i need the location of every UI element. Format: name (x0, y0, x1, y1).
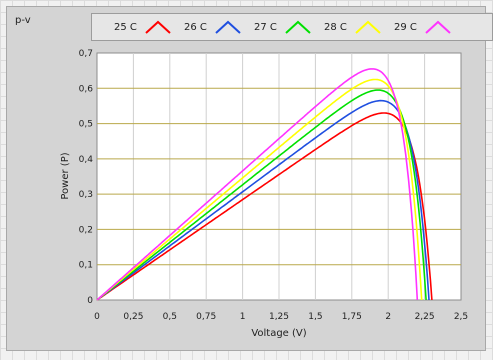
legend-item-28c[interactable]: 28 C (324, 14, 383, 40)
x-tick-label: 2 (385, 312, 391, 322)
graph-name-label: p-v (15, 15, 31, 26)
legend-item-27c[interactable]: 27 C (254, 14, 313, 40)
x-tick-label: 0,25 (123, 312, 143, 322)
grid-vertical (132, 53, 426, 300)
curve-25c (96, 112, 433, 301)
legend-swatch-27c (285, 20, 311, 34)
plot-legend[interactable]: 25 C 26 C 27 C 28 C 29 C (91, 13, 493, 41)
x-tick-labels: 0 0,25 0,5 0,75 1 1,25 1,5 1,75 2 2,25 2,5 (94, 312, 468, 322)
curve-26c (96, 99, 430, 301)
x-tick-label: 1,25 (269, 312, 289, 322)
y-tick-label: 0,4 (79, 155, 94, 165)
legend-label: 28 C (324, 21, 347, 33)
legend-item-29c[interactable]: 29 C (394, 14, 453, 40)
legend-label: 27 C (254, 21, 277, 33)
x-tick-label: 1,5 (308, 312, 322, 322)
curve-29c (96, 68, 419, 301)
x-tick-label: 0,5 (163, 312, 177, 322)
y-tick-label: 0,3 (79, 190, 93, 200)
x-tick-label: 1 (240, 312, 246, 322)
y-tick-label: 0,5 (79, 120, 93, 130)
x-tick-label: 2,5 (454, 312, 468, 322)
grid-horizontal (97, 87, 461, 266)
y-tick-label: 0,1 (79, 261, 93, 271)
legend-item-26c[interactable]: 26 C (184, 14, 243, 40)
y-tick-labels: 0 0,1 0,2 0,3 0,4 0,5 0,6 0,7 (79, 49, 94, 306)
legend-swatch-25c (145, 20, 171, 34)
x-tick-label: 0,75 (196, 312, 216, 322)
x-tick-label: 2,25 (415, 312, 435, 322)
y-tick-label: 0,7 (79, 49, 93, 59)
legend-label: 25 C (114, 21, 137, 33)
y-tick-label: 0 (87, 296, 93, 306)
legend-swatch-28c (355, 20, 381, 34)
x-tick-label: 1,75 (342, 312, 362, 322)
legend-swatch-29c (425, 20, 451, 34)
legend-label: 26 C (184, 21, 207, 33)
y-tick-label: 0,2 (79, 225, 93, 235)
y-tick-label: 0,6 (79, 84, 94, 94)
curve-28c (96, 78, 423, 301)
x-axis-title: Voltage (V) (251, 328, 306, 339)
legend-label: 29 C (394, 21, 417, 33)
y-axis-title: Power (P) (60, 152, 71, 199)
curve-27c (96, 89, 427, 301)
curves (96, 68, 433, 301)
legend-swatch-26c (215, 20, 241, 34)
legend-item-25c[interactable]: 25 C (114, 14, 173, 40)
x-tick-label: 0 (94, 312, 100, 322)
